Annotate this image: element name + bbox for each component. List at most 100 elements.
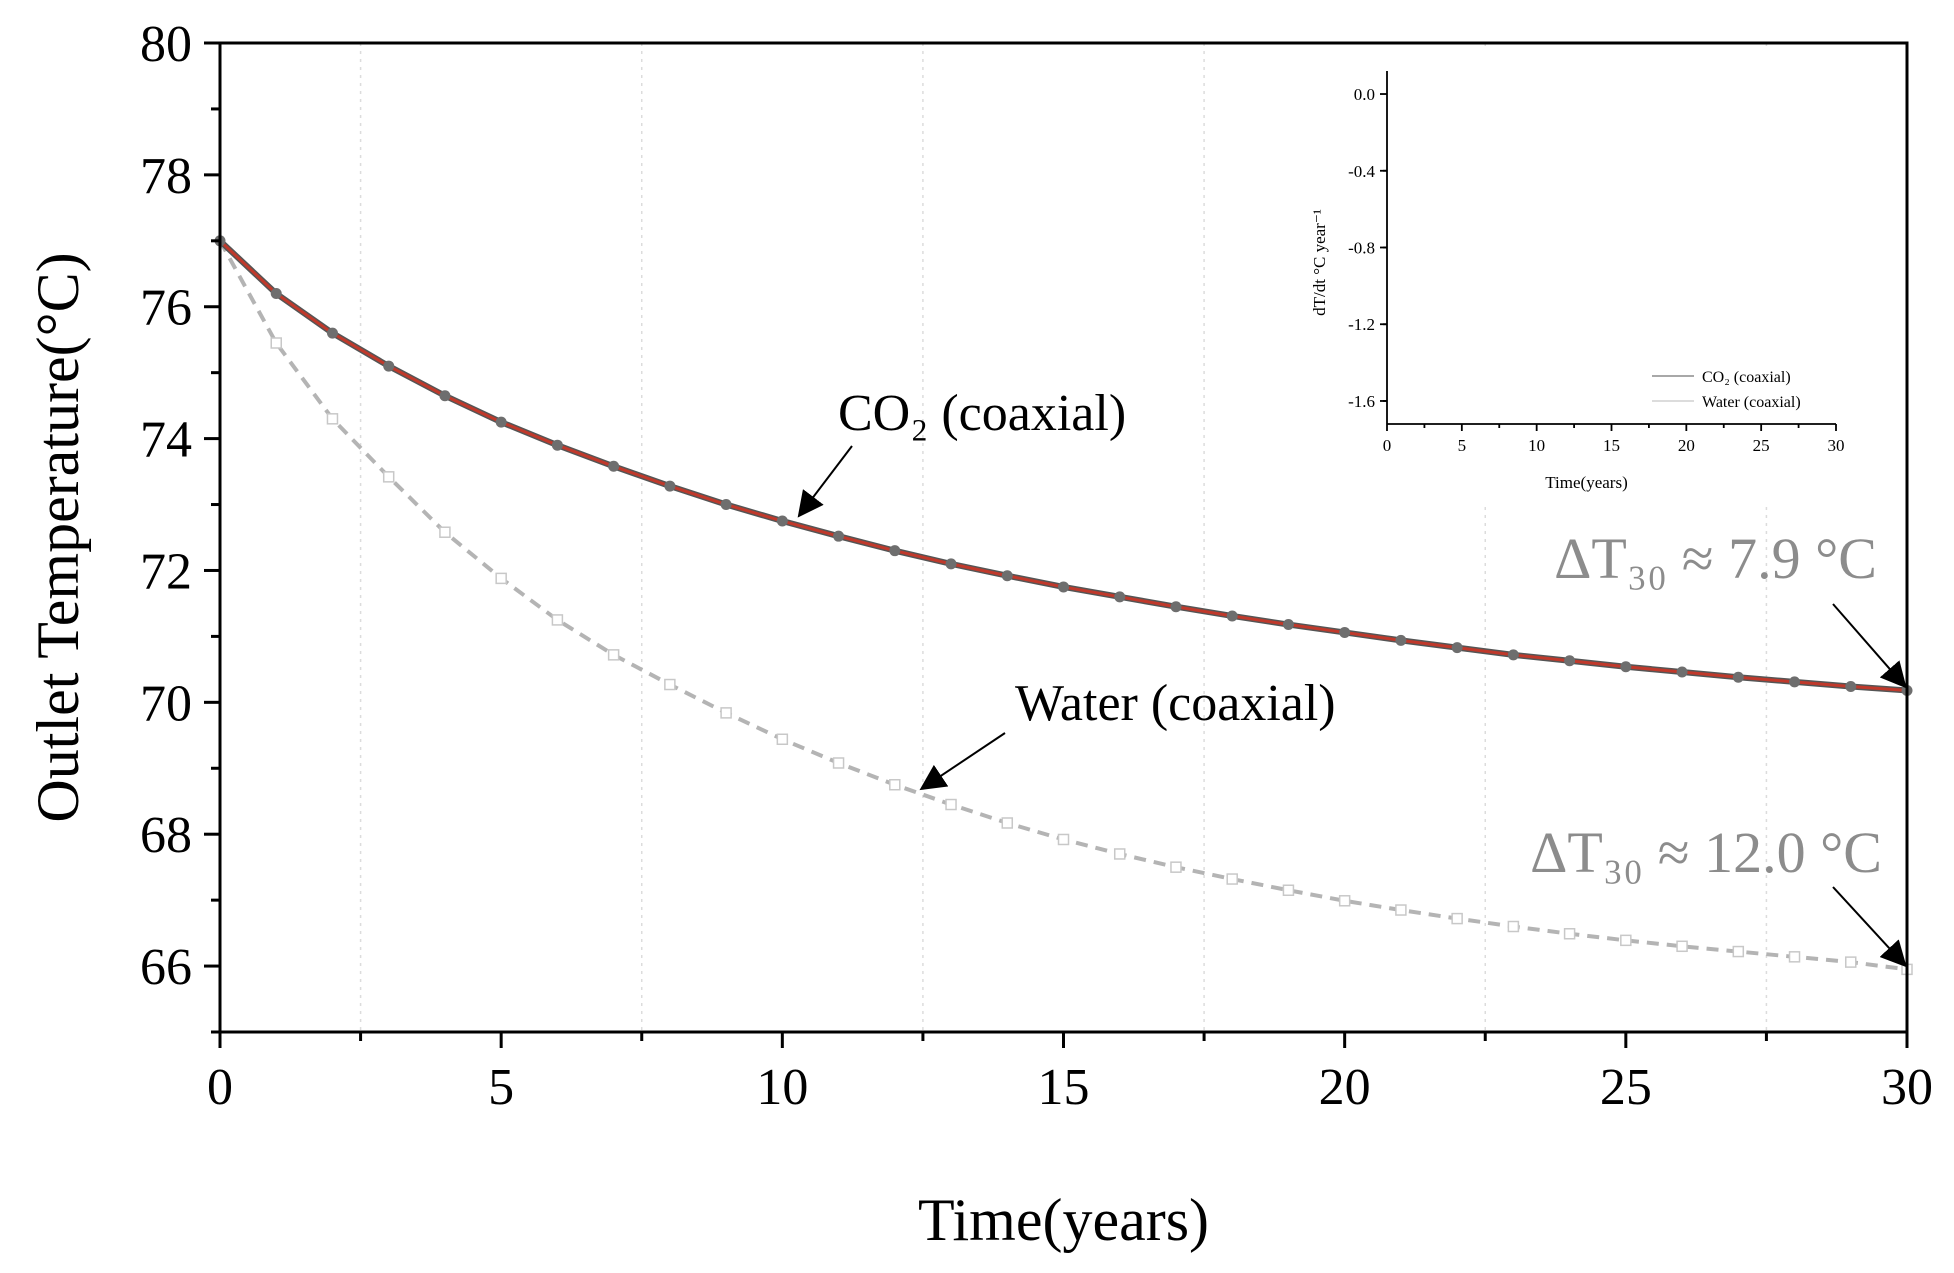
co2-point: [1114, 591, 1126, 603]
water-annotation-arrow: [919, 732, 1006, 791]
inset-y-tick-label: -1.2: [1348, 315, 1375, 334]
co2-point: [720, 499, 732, 511]
water-point: [439, 526, 451, 538]
water-point: [1057, 833, 1070, 846]
y-tick-label: 66: [140, 939, 192, 996]
co2-point: [1282, 619, 1294, 631]
y-tick-label: 70: [140, 675, 192, 732]
water-point: [1001, 817, 1014, 829]
x-tick-label: 10: [756, 1059, 808, 1116]
water-point: [889, 779, 901, 791]
water-point: [1282, 884, 1295, 896]
inset-axes: 0 5 10 15 20 25 30 0.0 -0.4 -0.8 -1.2 -1.6: [1277, 51, 1866, 504]
inset-x-tick-label: 0: [1383, 436, 1392, 455]
water-delta-arrow: [1832, 886, 1907, 968]
water-point: [664, 678, 676, 691]
inset-y-tick-label: 0.0: [1354, 85, 1375, 104]
inset-x-tick-label: 30: [1828, 436, 1845, 455]
water-point: [551, 614, 564, 626]
water-point: [1563, 928, 1576, 940]
inset-chart: 0 5 10 15 20 25 30 0.0 -0.4 -0.8 -1.2 -1.6 Time(yea…: [1277, 51, 1866, 504]
water-point: [1845, 956, 1857, 968]
water-point: [1226, 873, 1238, 885]
inset-legend-co2-label: CO₂ (coaxial): [1702, 369, 1791, 386]
co2-point: [1845, 681, 1857, 693]
inset-x-tick-label: 15: [1603, 436, 1620, 455]
co2-point: [495, 416, 507, 428]
water-point: [832, 757, 845, 769]
water-point: [720, 707, 732, 719]
water-point: [1113, 848, 1126, 860]
co2-point: [945, 558, 957, 570]
co2-point: [1564, 655, 1576, 667]
water-point: [607, 649, 620, 661]
co2-point: [326, 327, 338, 339]
co2-point: [439, 390, 451, 402]
co2-point: [1001, 570, 1013, 582]
inset-x-tick-label: 20: [1678, 436, 1695, 455]
y-tick-label: 78: [140, 148, 192, 205]
co2-point: [889, 545, 901, 557]
water-point: [326, 413, 339, 425]
water-point: [1451, 912, 1463, 925]
water-point: [1788, 951, 1801, 963]
water-point: [1170, 861, 1182, 873]
inset-y-tick-label: -0.4: [1348, 162, 1375, 181]
x-tick-label: 5: [488, 1059, 514, 1116]
co2-annotation-label: CO₂ (coaxial): [838, 385, 1126, 442]
x-tick-label: 30: [1881, 1059, 1933, 1116]
inset-y-tick-label: -0.8: [1348, 239, 1375, 258]
y-tick-label: 76: [140, 280, 192, 337]
co2-point: [664, 480, 676, 492]
co2-point: [608, 460, 620, 472]
co2-point: [833, 530, 845, 542]
water-annotation-label: Water (coaxial): [1015, 675, 1336, 732]
co2-delta-arrow: [1832, 603, 1907, 689]
co2-point: [1339, 626, 1351, 638]
co2-point: [776, 515, 788, 527]
inset-y-axis-title: dT/dt °C year⁻¹: [1310, 209, 1329, 316]
water-point: [776, 733, 789, 746]
co2-point: [383, 360, 395, 372]
co2-point: [1507, 649, 1519, 661]
x-tick-label: 25: [1600, 1059, 1652, 1116]
water-point: [1732, 945, 1745, 958]
y-tick-label: 80: [140, 16, 192, 73]
water-point: [382, 471, 395, 483]
co2-point: [1732, 671, 1744, 683]
co2-point: [1058, 581, 1069, 593]
y-tick-label: 68: [140, 807, 192, 864]
axes: 0 5 10 15 20 25 30 66 68 70 72 74 76 78 80: [140, 16, 1933, 1116]
inset-x-tick-label: 25: [1753, 436, 1770, 455]
co2-point: [1226, 610, 1238, 622]
series-group: [214, 235, 1913, 976]
gridlines: [359, 43, 1768, 1032]
co2-point: [1451, 642, 1463, 654]
y-tick-label: 72: [140, 543, 192, 600]
x-tick-label: 20: [1319, 1059, 1371, 1116]
co2-delta-label: ΔT₃₀ ≈ 7.9 °C: [1554, 526, 1877, 591]
x-tick-label: 15: [1038, 1059, 1090, 1116]
inset-background: [1277, 51, 1866, 504]
inset-x-tick-label: 5: [1458, 436, 1467, 455]
y-axis-title: Outlet Temperature(°C): [25, 252, 91, 822]
co2-point: [1789, 676, 1801, 688]
co2-point: [1395, 634, 1407, 646]
inset-x-tick-label: 10: [1528, 436, 1545, 455]
water-point: [1338, 895, 1351, 907]
water-point: [1507, 920, 1520, 933]
inset-legend-water-label: Water (coaxial): [1702, 394, 1801, 411]
water-point: [1620, 934, 1632, 947]
inset-legend: CO₂ (coaxial) Water (coaxial): [1652, 369, 1801, 411]
co2-point: [270, 288, 282, 300]
co2-point: [1170, 601, 1182, 613]
water-delta-label: ΔT₃₀ ≈ 12.0 °C: [1530, 820, 1882, 885]
inset-y-tick-label: -1.6: [1348, 392, 1375, 411]
co2-annotation-arrow: [797, 445, 853, 518]
x-tick-label: 0: [207, 1059, 233, 1116]
co2-point: [551, 439, 563, 451]
inset-x-axis-title: Time(years): [1545, 473, 1627, 492]
water-point: [945, 798, 957, 811]
